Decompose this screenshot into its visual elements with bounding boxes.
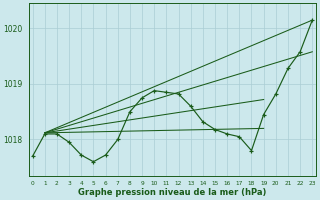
- X-axis label: Graphe pression niveau de la mer (hPa): Graphe pression niveau de la mer (hPa): [78, 188, 267, 197]
